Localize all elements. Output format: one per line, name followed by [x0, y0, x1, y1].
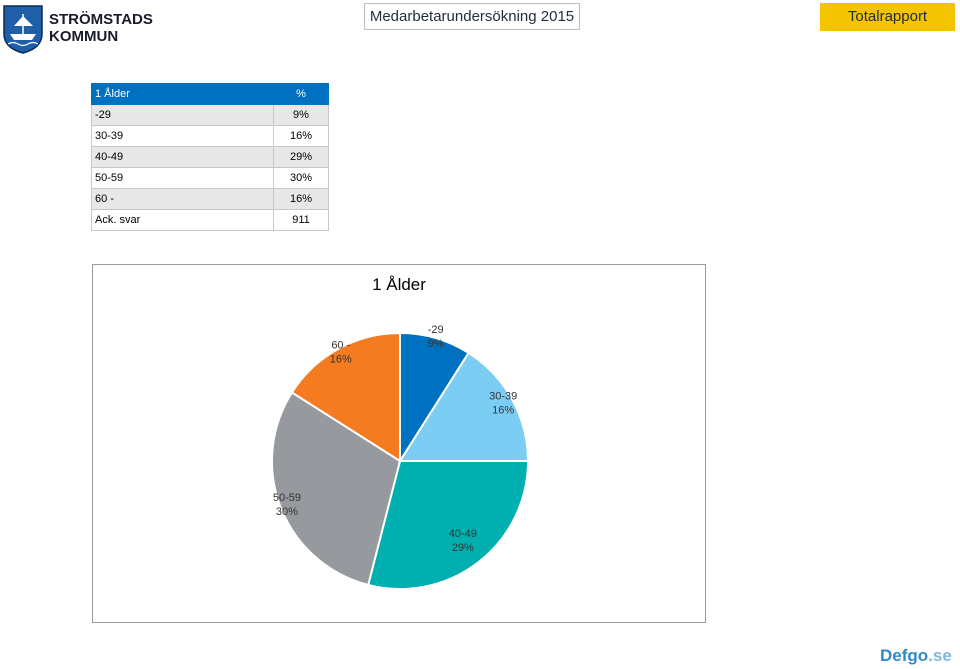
logo-line1: STRÖMSTADS [49, 11, 153, 28]
row-value: 29% [273, 146, 329, 168]
slice-label: 40-49 29% [449, 528, 477, 554]
table-row: 50-59 30% [91, 167, 329, 189]
row-label: 50-59 [91, 167, 274, 189]
pie-slice-40-49 [366, 460, 530, 590]
slice-label: -29 9% [428, 324, 444, 350]
totalrapport-button[interactable]: Totalrapport [820, 3, 955, 31]
row-label: 30-39 [91, 125, 274, 147]
row-label: 40-49 [91, 146, 274, 168]
row-value: 16% [273, 125, 329, 147]
pie-slice-30-39 [398, 351, 530, 462]
logo-line2: KOMMUN [49, 28, 119, 45]
table-header-row: 1 Ålder % [91, 83, 329, 105]
slice-label: 60 -16% [330, 339, 352, 365]
total-value: 911 [273, 209, 329, 231]
coat-of-arms-icon [3, 5, 43, 54]
row-value: 9% [273, 104, 329, 126]
chart-title: 1 Ålder [372, 275, 426, 294]
total-label: Ack. svar [91, 209, 274, 231]
table-total-row: Ack. svar 911 [91, 209, 329, 231]
row-value: 30% [273, 167, 329, 189]
survey-title: Medarbetarundersökning 2015 [364, 3, 580, 30]
brand-main: Defgo [880, 646, 929, 665]
age-table: 1 Ålder % -29 9% 30-39 16% 40-49 29% 50-… [91, 83, 329, 231]
table-value-header: % [273, 83, 329, 105]
table-row: -29 9% [91, 104, 329, 126]
brand-tld: .se [928, 646, 952, 665]
table-row: 40-49 29% [91, 146, 329, 168]
pie-slice-50-59 [271, 391, 402, 587]
strömstad-logo: STRÖMSTADS KOMMUN [2, 4, 153, 54]
table-row: 30-39 16% [91, 125, 329, 147]
table-title: 1 Ålder [91, 83, 274, 105]
row-label: 60 - [91, 188, 274, 210]
pie-slice-60 [290, 331, 401, 463]
table-row: 60 - 16% [91, 188, 329, 210]
defgo-logo: Defgo.se [880, 646, 952, 666]
pie-chart: -29 9% 30-39 16% 40-49 29% 50-59 30% 60 -16% [271, 324, 530, 590]
slice-label: 30-39 16% [489, 390, 517, 416]
row-label: -29 [91, 104, 274, 126]
pie-chart-panel: 1 Ålder -29 9% 30-39 16% 40-49 29% 50-59 30% 60 … [92, 264, 706, 623]
row-value: 16% [273, 188, 329, 210]
slice-label: 50-59 30% [273, 492, 301, 518]
